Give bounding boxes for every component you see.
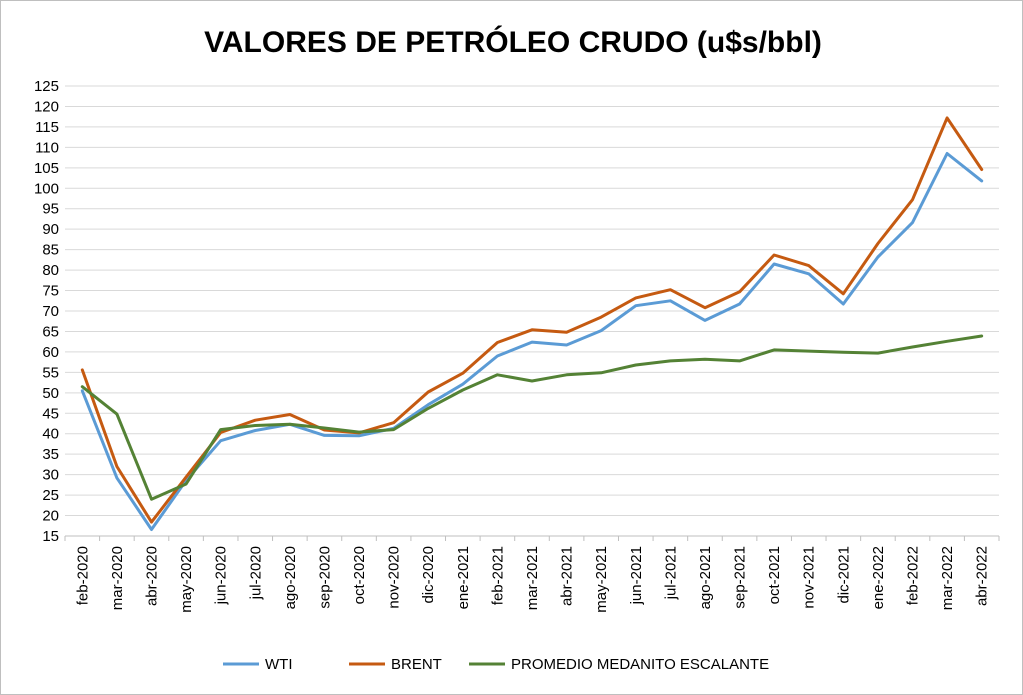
y-tick-label: 90 [42,221,59,238]
y-tick-label: 60 [42,344,59,361]
x-tick-label: may-2020 [178,546,195,613]
y-tick-label: 45 [42,405,59,422]
x-tick-label: abr-2020 [143,546,160,606]
legend-label: PROMEDIO MEDANITO ESCALANTE [511,656,769,673]
y-tick-label: 105 [34,160,59,177]
y-tick-label: 120 [34,98,59,115]
series-layer [80,116,984,531]
y-tick-label: 70 [42,303,59,320]
y-tick-label: 125 [34,78,59,95]
series-line-brent [80,116,984,524]
y-tick-label: 100 [34,180,59,197]
x-tick-label: abr-2022 [974,546,991,606]
x-tick-label: may-2021 [593,546,610,613]
y-tick-label: 15 [42,528,59,545]
y-tick-label: 110 [35,139,59,156]
chart-title: VALORES DE PETRÓLEO CRUDO (u$s/bbl) [204,25,822,59]
y-tick-label: 50 [42,385,59,402]
legend-label: WTI [265,656,293,673]
x-tick-label: mar-2022 [939,546,956,610]
legend: WTI BRENT PROMEDIO MEDANITO ESCALANTE [223,656,769,673]
y-tick-label: 95 [42,201,59,218]
legend-label: BRENT [391,656,442,673]
x-tick-label: jul-2020 [247,546,264,600]
x-tick-label: feb-2020 [74,546,91,605]
x-tick-label: mar-2020 [109,546,126,610]
x-tick-label: nov-2020 [386,546,403,609]
x-tick-label: dic-2020 [420,546,437,604]
y-tick-label: 115 [35,119,59,136]
y-tick-label: 25 [42,487,59,504]
x-tick-label: oct-2020 [351,546,368,604]
grid-layer [65,85,999,517]
x-tick-label: jun-2021 [628,546,645,605]
y-tick-label: 55 [42,364,59,381]
x-tick-label: abr-2021 [559,546,576,606]
x-tick-label: jul-2021 [662,546,679,600]
x-tick-label: nov-2021 [801,546,818,609]
x-tick-label: jun-2020 [213,546,230,605]
x-tick-label: feb-2021 [489,546,506,605]
y-tick-label: 20 [42,508,59,525]
x-tick-label: mar-2021 [524,546,541,610]
x-tick-label: ago-2021 [697,546,714,609]
y-tick-label: 80 [42,262,59,279]
x-tick-label: oct-2021 [766,546,783,604]
x-tick-label: sep-2021 [732,546,749,609]
y-tick-label: 85 [42,242,59,259]
x-tick-label: feb-2022 [905,546,922,605]
y-tick-label: 65 [42,323,59,340]
x-tick-label: ago-2020 [282,546,299,609]
x-tick-label: sep-2020 [316,546,333,609]
series-line-wti [80,152,984,531]
x-tick-label: ene-2022 [870,546,887,609]
y-tick-label: 35 [42,446,59,463]
y-tick-label: 75 [42,283,59,300]
y-tick-label: 30 [42,467,59,484]
y-tick-label: 40 [42,426,59,443]
x-tick-label: dic-2021 [835,546,852,604]
axis-layer: 15 20 25 30 35 40 45 50 55 60 65 70 75 80 85 90 95 100 105… [34,78,1000,613]
x-tick-label: ene-2021 [455,546,472,609]
series-line-promedio-medanito-escalante [80,334,984,501]
